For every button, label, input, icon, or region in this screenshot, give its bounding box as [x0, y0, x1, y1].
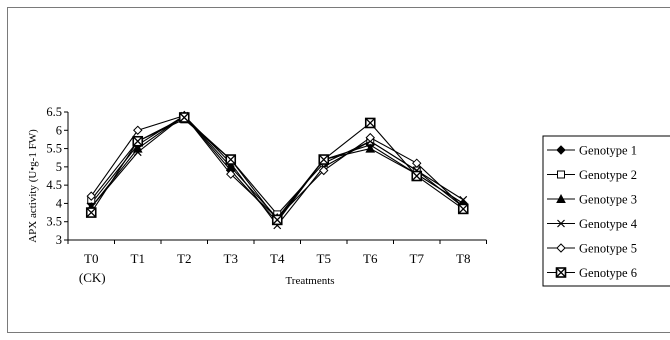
y-tick-label: 6.5: [46, 105, 62, 119]
y-tick-label: 5.5: [46, 142, 62, 156]
legend-label: Genotype 4: [579, 217, 638, 231]
diamond-open-marker: [319, 165, 329, 176]
square-x-cross: [411, 171, 422, 181]
series-line: [90, 114, 464, 219]
y-tick-label: 3: [56, 233, 62, 247]
series-line: [90, 118, 464, 216]
series-line: [90, 114, 464, 227]
x-tick-label: T7: [410, 251, 425, 266]
x-tick-label: T5: [317, 251, 331, 266]
square-x-cross: [132, 136, 143, 147]
x-tick-label: T2: [177, 251, 191, 266]
diamond-open-marker: [556, 243, 566, 253]
legend-entry: Genotype 3: [547, 193, 637, 207]
legend-label: Genotype 2: [579, 168, 637, 182]
series-6: [85, 112, 469, 226]
square-x-cross: [318, 154, 329, 165]
x-axis-label: Treatments: [285, 275, 334, 287]
legend-label: Genotype 3: [579, 193, 637, 207]
y-tick-label: 4.5: [46, 178, 62, 192]
x-tick-label: T6: [363, 251, 378, 266]
legend-entry: Genotype 6: [547, 266, 637, 280]
triangle-filled-marker: [365, 143, 376, 153]
legend: Genotype 1 Genotype 2 Genotype 3 Genotype 4…: [542, 135, 670, 287]
square-x-cross: [556, 267, 566, 278]
diamond-open-marker: [226, 169, 236, 179]
legend-entry: Genotype 4: [547, 217, 638, 231]
y-tick-label: 4: [56, 196, 63, 210]
legend-label: Genotype 1: [579, 144, 637, 158]
legend-entry: Genotype 5: [547, 242, 637, 256]
square-x-cross: [86, 207, 97, 218]
series-line: [90, 115, 464, 219]
y-tick-label: 5: [56, 160, 62, 174]
legend-entry: Genotype 2: [547, 168, 637, 182]
x-tick-label: T1: [131, 251, 145, 266]
series-2: [87, 115, 468, 219]
x-tick-sublabel: (CK): [79, 270, 106, 285]
diamond-filled-marker: [556, 145, 566, 155]
square-x-cross: [179, 112, 190, 123]
series-layer: [85, 110, 469, 230]
x-marker: [557, 219, 565, 228]
diamond-open-marker: [412, 158, 422, 168]
diamond-open-marker: [86, 191, 96, 201]
diamond-open-marker: [133, 125, 143, 135]
square-x-cross: [272, 214, 283, 225]
y-tick-label: 3.5: [46, 215, 62, 229]
triangle-filled-marker: [556, 193, 566, 203]
y-axis-label: APX activity (U•g-1 FW): [27, 129, 39, 243]
square-x-cross: [365, 118, 376, 128]
square-x-cross: [225, 154, 236, 165]
legend-label: Genotype 6: [579, 266, 637, 280]
x-tick-label: T0: [84, 251, 98, 266]
square-open-marker: [557, 170, 565, 179]
x-tick-label: T3: [224, 251, 238, 266]
legend-label: Genotype 5: [579, 242, 637, 256]
x-tick-label: T4: [270, 251, 285, 266]
square-x-cross: [458, 203, 469, 214]
y-tick-label: 6: [56, 123, 62, 137]
diamond-open-marker: [365, 132, 375, 143]
chart-frame: [7, 7, 670, 333]
legend-box: [542, 135, 670, 287]
x-marker: [459, 195, 468, 204]
axes: 3 3.5 4 4.5 5 5.5 6 6.5 T0 (CK) T1 T2 T3 T4 T5 T6 T7 T8: [46, 105, 487, 285]
x-tick-label: T8: [456, 251, 470, 266]
x-marker: [133, 148, 142, 157]
legend-entry: Genotype 1: [547, 144, 637, 158]
